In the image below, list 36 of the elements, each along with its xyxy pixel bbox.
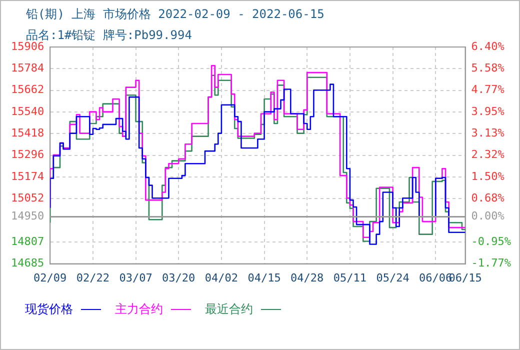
x-tick-label: 05/11 [333, 271, 367, 284]
x-tick-label: 05/24 [376, 271, 410, 284]
y-tick-label: 15418 [10, 126, 44, 140]
y2-tick-label: 0.68% [471, 192, 505, 205]
y2-tick-label: 1.50% [471, 170, 505, 183]
x-tick-label: 03/07 [119, 271, 152, 284]
y2-tick-label: 0.00% [471, 210, 505, 223]
y-tick-label: 15296 [10, 148, 44, 162]
y2-tick-label: 5.58% [471, 62, 505, 75]
y2-tick-label: 4.77% [471, 83, 505, 96]
y2-tick-label: -1.77% [471, 256, 512, 270]
legend-label: 主力合约 [115, 301, 163, 318]
y-tick-label: 15052 [10, 191, 44, 204]
x-tick-label: 03/20 [162, 271, 196, 284]
y-tick-label: 15174 [10, 170, 44, 183]
chart-subtitle: 品名:1#铅锭 牌号:Pb99.994 [26, 27, 192, 42]
x-tick-label: 02/09 [34, 271, 67, 284]
y-tick-label: 14950 [10, 210, 44, 223]
y-tick-label: 14807 [10, 234, 44, 248]
y-tick-label: 15906 [10, 40, 44, 53]
chart-title: 铅(期) 上海 市场价格 2022-02-09 - 2022-06-15 [26, 6, 324, 23]
x-tick-label: 04/28 [290, 271, 324, 284]
legend-label: 最近合约 [205, 301, 253, 318]
y2-tick-label: -0.95% [471, 234, 512, 248]
y-tick-label: 15540 [10, 104, 44, 118]
y2-tick-label: 3.13% [471, 126, 505, 140]
x-tick-label: 04/15 [248, 271, 281, 284]
y-tick-label: 15662 [10, 83, 44, 96]
legend-label: 现货价格 [25, 301, 73, 318]
y-tick-label: 14685 [10, 256, 44, 270]
y2-tick-label: 2.32% [471, 148, 505, 162]
y2-tick-label: 6.40% [471, 40, 505, 53]
x-tick-label: 04/02 [204, 271, 238, 284]
x-tick-label: 02/22 [76, 271, 110, 284]
y2-tick-label: 3.95% [471, 104, 505, 118]
y-tick-label: 15784 [10, 62, 44, 75]
